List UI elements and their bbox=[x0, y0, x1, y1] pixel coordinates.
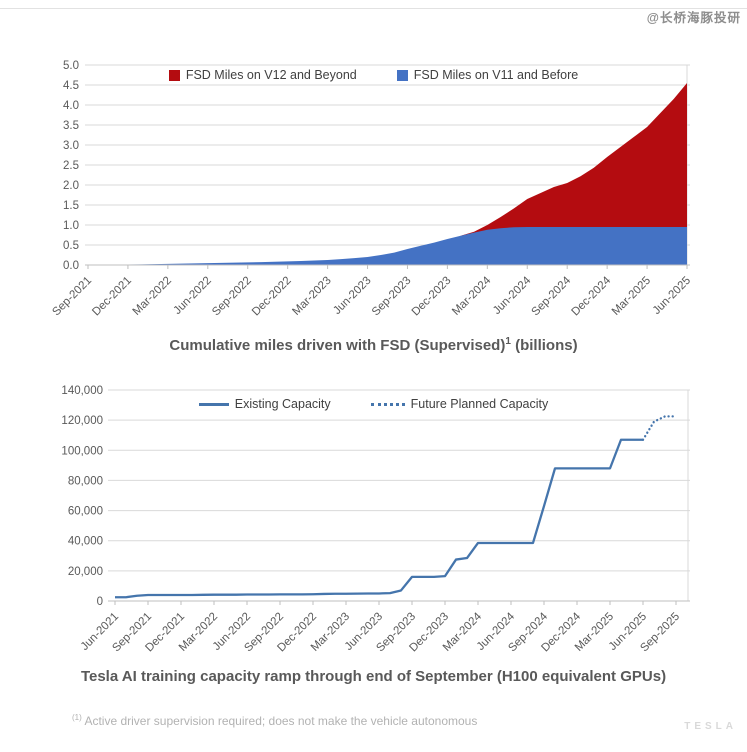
y-axis-label: 0 bbox=[97, 596, 103, 608]
capacity-chart-title: Tesla AI training capacity ramp through … bbox=[80, 668, 667, 685]
y-axis-label: 20,000 bbox=[68, 566, 103, 578]
capacity-chart-legend: Existing Capacity Future Planned Capacit… bbox=[0, 397, 747, 411]
x-axis-label: Jun-2025 bbox=[651, 275, 693, 317]
tesla-wordmark: TESLA bbox=[684, 721, 737, 732]
legend-label-v11: FSD Miles on V11 and Before bbox=[413, 68, 579, 82]
x-axis-label: Mar-2024 bbox=[450, 274, 494, 318]
x-axis-label: Mar-2022 bbox=[131, 275, 174, 318]
top-divider bbox=[0, 8, 747, 9]
fsd-chart-title-footnote-ref: 1 bbox=[505, 336, 511, 347]
y-axis-label: 3.5 bbox=[63, 120, 79, 132]
legend-item-future: Future Planned Capacity bbox=[370, 397, 549, 411]
legend-label-existing: Existing Capacity bbox=[234, 397, 331, 411]
v11-series-swatch-icon bbox=[396, 69, 408, 81]
y-axis-label: 4.5 bbox=[63, 80, 79, 92]
x-axis-label: Mar-2023 bbox=[290, 275, 333, 318]
watermark: @长桥海豚投研 bbox=[646, 11, 741, 25]
y-axis-label: 1.5 bbox=[63, 200, 79, 212]
x-axis-label: Jun-2023 bbox=[331, 275, 373, 317]
y-axis-label: 100,000 bbox=[61, 445, 103, 457]
x-axis-label: Jun-2024 bbox=[491, 274, 534, 317]
y-axis-label: 0.0 bbox=[63, 260, 79, 272]
fsd-chart-title: Cumulative miles driven with FSD (Superv… bbox=[0, 336, 747, 354]
footnote-text: Active driver supervision required; does… bbox=[84, 714, 478, 728]
x-axis-label: Sep-2021 bbox=[50, 275, 94, 319]
y-axis-label: 140,000 bbox=[61, 385, 103, 397]
fsd-miles-area-chart: 0.0 0.5 1.0 1.5 2.0 2.5 3.0 3.5 4.0 4.5 5.0 Sep-202… bbox=[50, 60, 693, 319]
x-axis-label: Dec-2022 bbox=[250, 275, 294, 319]
training-capacity-line-chart: 0 20,000 40,000 60,000 80,000 100,000 120,000 1… bbox=[61, 385, 690, 654]
v12-area-series bbox=[460, 83, 687, 265]
y-axis-label: 2.0 bbox=[63, 180, 79, 192]
fsd-chart-legend: FSD Miles on V12 and Beyond FSD Miles on… bbox=[0, 68, 747, 82]
legend-item-v11: FSD Miles on V11 and Before bbox=[396, 68, 579, 82]
x-axis-label: Dec-2023 bbox=[410, 275, 454, 319]
y-axis-label: 2.5 bbox=[63, 160, 79, 172]
y-axis-label: 1.0 bbox=[63, 220, 79, 232]
v12-series-swatch-icon bbox=[168, 69, 180, 81]
x-axis-label: Sep-2024 bbox=[530, 274, 574, 318]
y-axis-label: 0.5 bbox=[63, 240, 79, 252]
legend-item-v12: FSD Miles on V12 and Beyond bbox=[168, 68, 357, 82]
existing-capacity-line-series bbox=[115, 438, 643, 599]
fsd-chart-title-main: Cumulative miles driven with FSD (Superv… bbox=[169, 337, 506, 354]
future-capacity-swatch-icon bbox=[370, 402, 405, 406]
x-axis-label: Dec-2024 bbox=[570, 274, 614, 318]
legend-label-v12: FSD Miles on V12 and Beyond bbox=[185, 68, 357, 82]
legend-item-existing: Existing Capacity bbox=[198, 397, 331, 411]
legend-label-future: Future Planned Capacity bbox=[410, 397, 549, 411]
y-axis-label: 60,000 bbox=[68, 506, 103, 518]
footnote-marker: (1) bbox=[72, 713, 82, 722]
y-axis-label: 4.0 bbox=[63, 100, 79, 112]
y-axis-label: 120,000 bbox=[61, 415, 103, 427]
x-axis-label: Sep-2023 bbox=[370, 275, 414, 319]
y-axis-label: 3.0 bbox=[63, 140, 79, 152]
footnote: (1) Active driver supervision required; … bbox=[72, 713, 477, 728]
x-axis-label: Jun-2022 bbox=[172, 275, 214, 317]
fsd-chart-title-units: (billions) bbox=[510, 337, 578, 354]
x-axis-label: Sep-2022 bbox=[210, 275, 254, 319]
y-axis-label: 40,000 bbox=[68, 536, 103, 548]
y-axis-label: 5.0 bbox=[63, 60, 79, 72]
y-axis-label: 80,000 bbox=[68, 475, 103, 487]
x-axis-label: Dec-2021 bbox=[90, 275, 134, 319]
v11-area-series bbox=[88, 227, 687, 265]
x-axis-label: Mar-2025 bbox=[610, 275, 653, 318]
existing-capacity-swatch-icon bbox=[198, 402, 229, 406]
